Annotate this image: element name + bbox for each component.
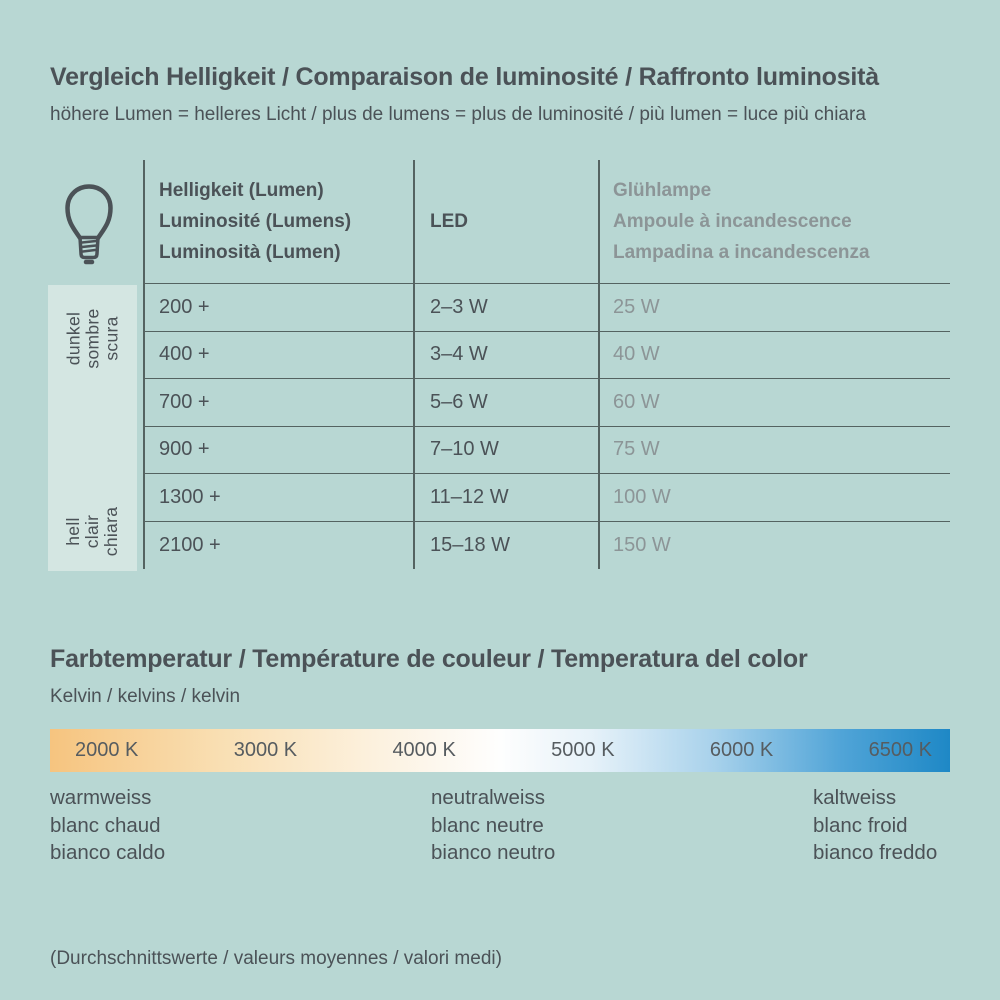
label-line: bianco neutro (431, 841, 556, 864)
incandescent-value: 100 W (613, 485, 671, 508)
scale-dark-line: scura (101, 315, 122, 361)
lumen-value: 900 + (159, 438, 210, 461)
led-value: 11–12 W (430, 485, 509, 508)
label-line: bianco caldo (50, 841, 166, 864)
scale-bright-line: clair (82, 514, 103, 548)
table-row: 2100 + 15–18 W 150 W (143, 522, 950, 570)
incandescent-value: 25 W (613, 295, 660, 318)
lumen-value: 700 + (159, 390, 210, 413)
header-incandescent-line: Ampoule à incandescence (613, 211, 852, 232)
led-value: 7–10 W (430, 438, 499, 461)
header-incandescent-line: Lampadina a incandescenza (613, 242, 870, 263)
scale-strip (48, 285, 137, 571)
header-lumen: Helligkeit (Lumen) Luminosité (Lumens) L… (143, 160, 413, 283)
header-lumen-line: Luminosité (Lumens) (159, 211, 352, 232)
average-values-note: (Durchschnittswerte / valeurs moyennes /… (50, 948, 502, 969)
label-line: bianco freddo (813, 841, 938, 864)
incandescent-value: 60 W (613, 390, 660, 413)
table-divider (143, 160, 145, 569)
table-row: 400 + 3–4 W 40 W (143, 332, 950, 379)
brightness-title: Vergleich Helligkeit / Comparaison de lu… (50, 63, 880, 91)
scale-label-dark: dunkel sombre scura (48, 283, 138, 393)
lumen-value: 1300 + (159, 485, 221, 508)
led-value: 3–4 W (430, 343, 488, 366)
kelvin-tick: 6500 K (868, 739, 932, 761)
incandescent-value: 150 W (613, 533, 671, 556)
light-bulb-icon (65, 184, 113, 265)
scale-dark-line: sombre (82, 307, 103, 369)
led-value: 5–6 W (430, 390, 488, 413)
scale-bright-line: hell (63, 516, 84, 546)
kelvin-gradient-bar: 2000 K 3000 K 4000 K 5000 K 6000 K 6500 … (50, 729, 950, 772)
header-lumen-line: Helligkeit (Lumen) (159, 180, 324, 201)
scale-bright-line: chiara (101, 506, 122, 556)
table-row: 200 + 2–3 W 25 W (143, 284, 950, 332)
label-line: blanc neutre (431, 813, 544, 837)
kelvin-tick: 5000 K (551, 739, 615, 761)
brightness-subtitle: höhere Lumen = helleres Licht / plus de … (50, 104, 866, 125)
lumen-value: 200 + (159, 295, 210, 318)
header-lumen-line: Luminosità (Lumen) (159, 242, 341, 263)
label-line: warmweiss (50, 786, 152, 809)
label-line: blanc chaud (50, 813, 161, 837)
table-header-row: Helligkeit (Lumen) Luminosité (Lumens) L… (143, 160, 950, 284)
label-line: blanc froid (813, 813, 908, 837)
label-line: kaltweiss (813, 786, 897, 809)
scale-label-bright: hell clair chiara (48, 476, 138, 586)
label-neutral-white: neutralweiss blanc neutre bianco neutro (431, 784, 555, 867)
table-row: 900 + 7–10 W 75 W (143, 427, 950, 474)
incandescent-value: 40 W (613, 343, 660, 366)
kelvin-tick: 6000 K (709, 739, 774, 761)
kelvin-ticks: 2000 K 3000 K 4000 K 5000 K 6000 K 6500 … (50, 729, 950, 772)
kelvin-tick: 2000 K (75, 739, 139, 761)
temperature-title: Farbtemperatur / Température de couleur … (50, 645, 808, 673)
scale-dark-line: dunkel (63, 311, 84, 365)
label-line: neutralweiss (431, 786, 545, 809)
label-cold-white: kaltweiss blanc froid bianco freddo (813, 784, 937, 867)
kelvin-tick: 4000 K (392, 739, 456, 761)
brightness-table: Helligkeit (Lumen) Luminosité (Lumens) L… (143, 160, 950, 569)
header-led-label: LED (430, 211, 468, 232)
header-incandescent: Glühlampe Ampoule à incandescence Lampad… (598, 160, 950, 283)
label-warm-white: warmweiss blanc chaud bianco caldo (50, 784, 165, 867)
header-led: LED (413, 160, 598, 283)
table-divider (598, 160, 600, 569)
lumen-value: 2100 + (159, 533, 221, 556)
table-divider (413, 160, 415, 569)
table-row: 1300 + 11–12 W 100 W (143, 474, 950, 522)
incandescent-value: 75 W (613, 438, 660, 461)
led-value: 15–18 W (430, 533, 511, 556)
lumen-value: 400 + (159, 343, 210, 366)
header-incandescent-line: Glühlampe (613, 180, 712, 201)
led-value: 2–3 W (430, 295, 488, 318)
table-row: 700 + 5–6 W 60 W (143, 379, 950, 427)
temperature-subtitle: Kelvin / kelvins / kelvin (50, 686, 241, 707)
kelvin-tick: 3000 K (233, 739, 298, 761)
